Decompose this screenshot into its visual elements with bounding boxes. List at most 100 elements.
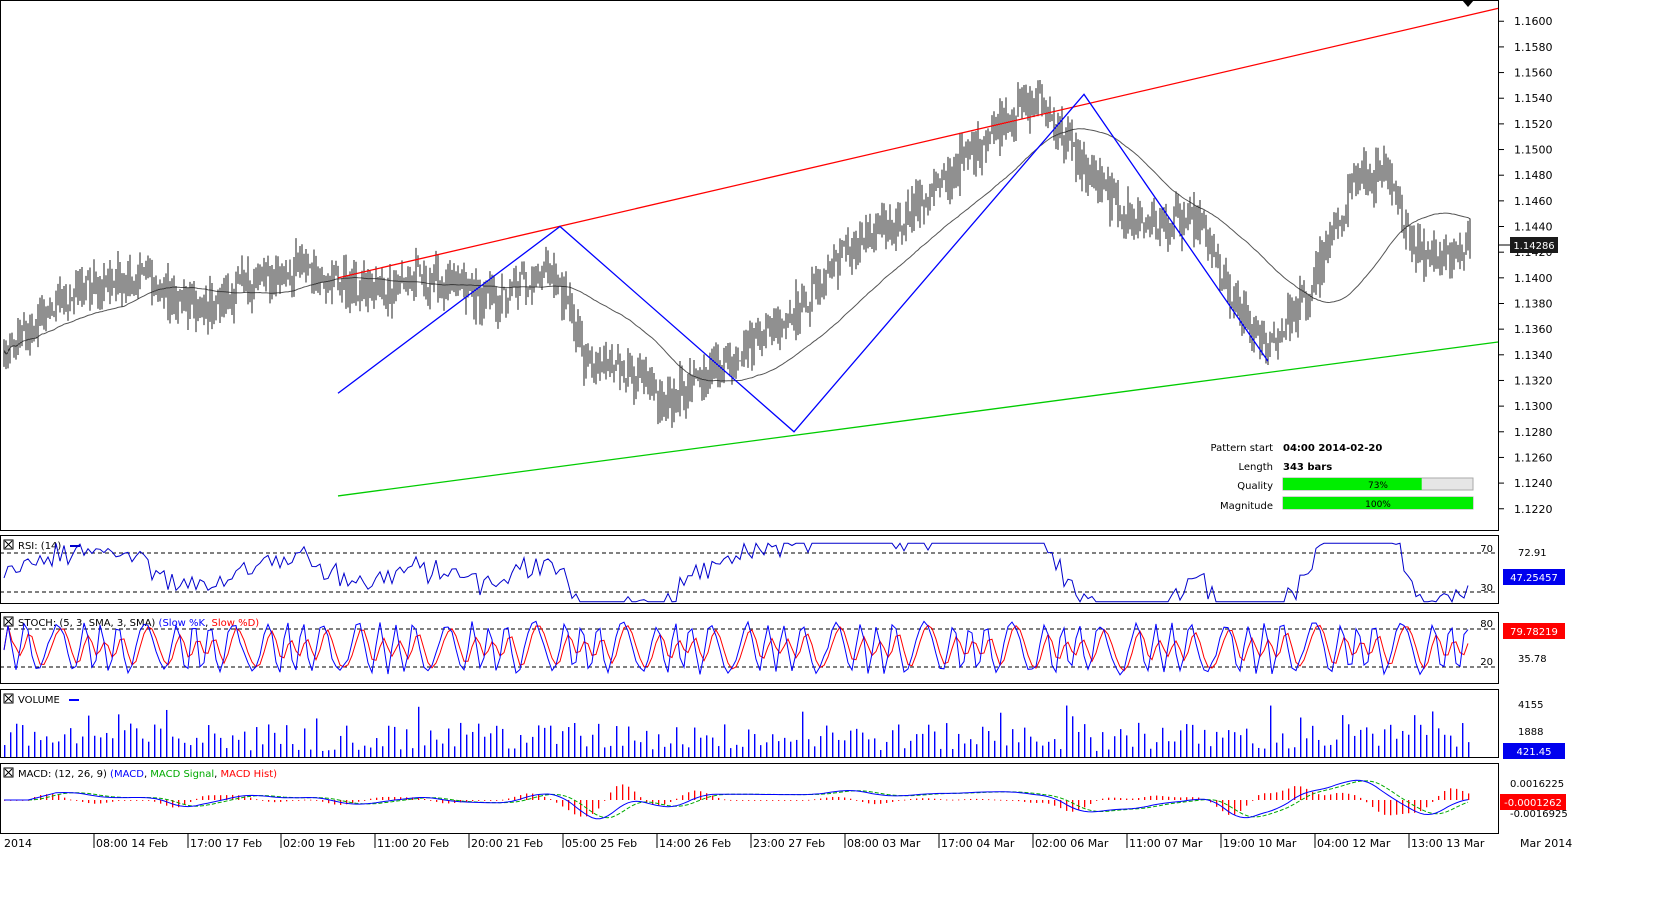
macd-hist-bar <box>328 800 330 804</box>
macd-hist-bar <box>1234 800 1236 815</box>
volume-bar <box>196 737 198 757</box>
macd-hist-bar <box>718 797 720 800</box>
macd-hist-bar <box>1144 797 1146 800</box>
volume-bar <box>118 714 120 757</box>
volume-bar <box>136 728 138 757</box>
macd-label-low: -0.0016925 <box>1510 809 1568 820</box>
volume-bar <box>1126 735 1128 757</box>
macd-hist-bar <box>1264 793 1266 800</box>
volume-bar <box>784 737 786 757</box>
macd-hist-bar <box>928 798 930 800</box>
macd-hist-bar <box>1138 798 1140 800</box>
volume-bar <box>616 726 618 757</box>
volume-bar <box>1372 733 1374 757</box>
macd-hist-bar <box>610 792 612 800</box>
scroll-arrow-icon[interactable] <box>1462 0 1474 7</box>
macd-hist-bar <box>196 798 198 800</box>
time-label: Mar 2014 <box>1520 837 1572 850</box>
pattern-start-label: Pattern start <box>1211 443 1274 454</box>
volume-bar <box>790 741 792 757</box>
macd-hist-bar <box>1186 797 1188 800</box>
macd-hist-bar <box>190 800 192 802</box>
volume-bar <box>490 733 492 757</box>
volume-bar <box>82 736 84 757</box>
volume-bar <box>892 730 894 757</box>
macd-hist-bar <box>274 800 276 803</box>
price-tick-label: 1.1240 <box>1514 477 1553 490</box>
macd-hist-bar <box>1096 800 1098 801</box>
macd-hist-bar <box>1450 788 1452 800</box>
macd-hist-bar <box>112 800 114 802</box>
macd-hist-bar <box>808 799 810 801</box>
volume-bar <box>760 745 762 757</box>
macd-hist-bar <box>370 798 372 800</box>
volume-bar <box>838 739 840 757</box>
volume-bar <box>1414 715 1416 757</box>
volume-bar <box>442 743 444 757</box>
macd-hist-bar <box>430 800 432 801</box>
macd-hist-bar <box>472 800 474 802</box>
svg-text:MACD: (12, 26, 9) (MACD, MACD: MACD: (12, 26, 9) (MACD, MACD Signal, MA… <box>18 769 277 780</box>
volume-bar <box>1330 744 1332 757</box>
macd-hist-bar <box>1288 788 1290 800</box>
macd-current-box <box>1500 794 1566 810</box>
volume-bar <box>238 739 240 757</box>
volume-bar <box>244 731 246 757</box>
macd-hist-bar <box>694 790 696 800</box>
volume-bar <box>856 728 858 757</box>
macd-hist-bar <box>334 800 336 805</box>
volume-bar <box>724 724 726 757</box>
volume-bar <box>226 748 228 757</box>
time-axis: 2014 08:00 14 Feb 17:00 17 Feb 02:00 19 Feb… <box>4 834 1572 850</box>
macd-hist-bar <box>952 799 954 801</box>
volume-bar <box>88 715 90 757</box>
volume-bar <box>1270 705 1272 757</box>
volume-bar <box>40 740 42 757</box>
macd-hist-bar <box>70 799 72 801</box>
volume-bar <box>298 749 300 757</box>
volume-bar <box>160 728 162 757</box>
volume-bar <box>748 729 750 757</box>
volume-bar <box>874 738 876 757</box>
volume-bar <box>484 736 486 757</box>
volume-bar <box>1378 745 1380 757</box>
macd-hist-bar <box>850 798 852 800</box>
macd-hist-bar <box>448 800 450 804</box>
volume-bar <box>496 725 498 757</box>
volume-bar <box>424 745 426 757</box>
volume-bar <box>1444 734 1446 757</box>
macd-hist-bar <box>1228 800 1230 815</box>
stoch-title: STOCH: (5, 3, SMA, 3, SMA) <box>18 618 155 629</box>
time-label: 2014 <box>4 837 32 850</box>
volume-bar <box>268 724 270 757</box>
volume-bar <box>46 736 48 757</box>
macd-hist-bar <box>970 798 972 800</box>
time-label: 11:00 07 Mar <box>1129 837 1203 850</box>
volume-bar <box>184 742 186 757</box>
macd-hist-bar <box>790 800 792 801</box>
macd-hist-bar <box>1300 786 1302 800</box>
volume-bar <box>250 750 252 757</box>
volume-bar <box>1384 729 1386 757</box>
volume-bar <box>520 735 522 757</box>
macd-hist-bar <box>1360 797 1362 800</box>
macd-hist-bar <box>760 800 762 801</box>
volume-bar <box>460 722 462 757</box>
macd-hist-bar <box>634 791 636 800</box>
volume-bar <box>868 739 870 757</box>
macd-hist-bar <box>298 799 300 801</box>
price-tick-label: 1.1280 <box>1514 426 1553 439</box>
macd-hist-bar <box>754 800 756 801</box>
volume-bar <box>1192 724 1194 757</box>
volume-bar <box>964 743 966 757</box>
price-tick-label: 1.1320 <box>1514 374 1553 387</box>
time-label: 17:00 17 Feb <box>190 837 262 850</box>
volume-bar <box>1336 739 1338 757</box>
volume-bar <box>220 737 222 757</box>
macd-hist-bar <box>682 795 684 800</box>
macd-hist-bar <box>946 799 948 801</box>
macd-hist-bar <box>40 795 42 800</box>
volume-bar <box>10 732 12 757</box>
macd-hist-bar <box>766 800 768 801</box>
price-tick-label: 1.1480 <box>1514 169 1553 182</box>
